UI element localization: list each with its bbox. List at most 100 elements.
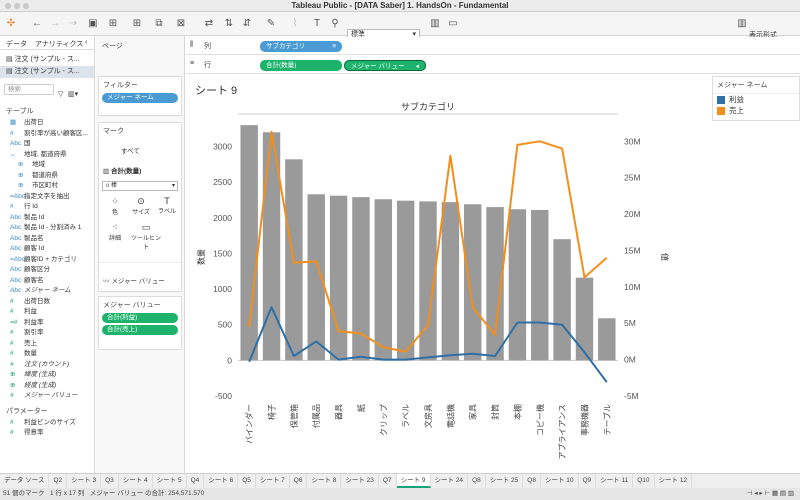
highlight-icon[interactable]: ✎ [266, 18, 276, 29]
color-button[interactable]: ⁘ 色 [103, 196, 127, 216]
parameter-item[interactable]: # 得意率 [0, 428, 94, 439]
field-item[interactable]: ⊕ 市区町村 [0, 181, 94, 192]
sheet-tab[interactable]: Q9 [579, 474, 597, 488]
sheet-tab[interactable]: シート 8 [307, 474, 342, 488]
sheet-tab[interactable]: シート 4 [119, 474, 153, 488]
datasource-item[interactable]: ▤ 注文 (サンプル - ス... [6, 56, 80, 63]
sheet-tab[interactable]: Q7 [379, 474, 397, 488]
field-item[interactable]: ⌄ 地域, 都道府県 [0, 150, 94, 161]
forward-icon[interactable]: → [50, 18, 60, 29]
sort-descending-icon[interactable]: ⇵ [242, 18, 252, 29]
back-icon[interactable]: ← [32, 18, 42, 29]
sheet-tab[interactable]: シート 24 [431, 474, 469, 488]
legend-item-sales[interactable]: 売上 [713, 105, 799, 116]
field-item[interactable]: # 利益 [0, 307, 94, 318]
size-button[interactable]: ⊙ サイズ [129, 196, 153, 216]
datasource-item-selected[interactable]: ▤ 注文 (サンプル - ス... [0, 66, 94, 78]
sheet-tab[interactable]: Q6 [290, 474, 308, 488]
close-window-button[interactable] [5, 3, 11, 9]
field-item[interactable]: # 割引率が高い顧客区... [0, 129, 94, 140]
sheet-tab[interactable]: Q10 [633, 474, 655, 488]
measure-value-pill-sales[interactable]: 合計(売上) [102, 325, 178, 335]
field-item[interactable]: # 出荷日数 [0, 297, 94, 308]
field-item[interactable]: # 行 Id [0, 202, 94, 213]
rows-pill-measure-values[interactable]: メジャー バリュー ◂ [344, 60, 426, 71]
field-item[interactable]: Abc 製品名 [0, 234, 94, 245]
show-me-button[interactable]: 表示形式 [749, 32, 777, 39]
tableau-logo-icon[interactable]: ✣ [6, 18, 16, 29]
label-icon[interactable]: T [313, 18, 321, 29]
marks-all[interactable]: すべて [121, 148, 140, 155]
field-item[interactable]: ⊕ 地域 [0, 160, 94, 171]
field-item[interactable]: Abc 顧客 Id [0, 244, 94, 255]
sheet-tab[interactable]: Q8 [523, 474, 541, 488]
tab-datasource[interactable]: データ ソース [0, 474, 50, 488]
sheet-tab[interactable]: シート 10 [541, 474, 579, 488]
field-item[interactable]: ▦ 出荷日 [0, 118, 94, 129]
minimize-window-button[interactable] [14, 3, 20, 9]
collapse-pane-icon[interactable]: ‹ [85, 39, 88, 46]
tooltip-button[interactable]: ▭ ツールヒント [130, 222, 161, 251]
sheet-tab[interactable]: シート 12 [655, 474, 693, 488]
show-me-icon[interactable]: ▥ [737, 18, 747, 29]
sheet-tab[interactable]: Q4 [187, 474, 205, 488]
sheet-tab[interactable]: シート 11 [596, 474, 634, 488]
redo-icon[interactable]: ⇢ [68, 18, 78, 29]
combo-chart[interactable]: サブカテゴリ -500 0 500 1000 1500 2000 2500 3000 数量 -5M 0… [186, 74, 706, 473]
filter-pill[interactable]: メジャー ネーム [102, 93, 178, 103]
field-item[interactable]: ⊕ 緯度 (生成) [0, 370, 94, 381]
field-item[interactable]: Abc 顧客区分 [0, 265, 94, 276]
swap-rows-columns-icon[interactable]: ⇄ [204, 18, 214, 29]
sort-ascending-icon[interactable]: ⇅ [224, 18, 234, 29]
new-datasource-icon[interactable]: ⊞ [108, 18, 118, 29]
marks-sum[interactable]: ▥ 合計(数量) [103, 168, 142, 175]
rows-shelf[interactable]: ≡ 行 合計(数量) メジャー バリュー ◂ [186, 56, 800, 74]
save-icon[interactable]: ▣ [88, 18, 98, 29]
field-item[interactable]: ⊕ 経度 (生成) [0, 381, 94, 392]
columns-shelf[interactable]: ⫼ 列 サブカテゴリ ≡ [186, 37, 800, 55]
sheet-tab[interactable]: シート 5 [153, 474, 187, 488]
parameter-item[interactable]: # 利益ビンのサイズ [0, 418, 94, 429]
filter-icon[interactable]: ▽ [58, 91, 64, 98]
field-item[interactable]: Abc 顧客名 [0, 276, 94, 287]
legend-item-profit[interactable]: 利益 [713, 94, 799, 105]
clear-sheet-icon[interactable]: ⊠ [176, 18, 186, 29]
field-item[interactable]: =Abc指定文字を抽出 [0, 192, 94, 203]
field-item[interactable]: Abc メジャー ネーム [0, 286, 94, 297]
duplicate-sheet-icon[interactable]: ⧉ [155, 18, 163, 29]
sheet-tab[interactable]: シート 23 [341, 474, 379, 488]
tab-data[interactable]: データ [6, 41, 27, 48]
new-sheet-icon[interactable]: ⊞ [132, 18, 142, 29]
sheet-tab[interactable]: Q5 [238, 474, 256, 488]
zoom-window-button[interactable] [23, 3, 29, 9]
sheet-tab[interactable]: シート 6 [204, 474, 239, 488]
field-item[interactable]: # 注文 (カウント) [0, 360, 94, 371]
group-icon[interactable]: ⌇ [292, 18, 298, 29]
sheet-tab[interactable]: シート 7 [256, 474, 290, 488]
tab-analytics[interactable]: アナリティクス [35, 41, 84, 48]
field-item[interactable]: =# 利益率 [0, 318, 94, 329]
sheet-tab[interactable]: シート 9 [396, 474, 431, 488]
marks-measure-values[interactable]: 〰 メジャー バリュー [99, 262, 181, 285]
field-item[interactable]: Abc 製品 Id [0, 213, 94, 224]
presentation-icon[interactable]: ▭ [448, 18, 458, 29]
sheet-tab[interactable]: Q3 [101, 474, 119, 488]
label-button[interactable]: T ラベル [155, 196, 179, 215]
sheet-tab[interactable]: Q8 [468, 474, 486, 488]
sheet-tab[interactable]: シート 25 [486, 474, 524, 488]
view-options-icon[interactable]: ▥▾ [68, 91, 79, 98]
field-item[interactable]: # 数量 [0, 349, 94, 360]
measure-value-pill-profit[interactable]: 合計(利益) [102, 313, 178, 323]
show-cards-icon[interactable]: ▥ [430, 18, 440, 29]
mark-type-select[interactable]: ıı 棒 ▾ [102, 181, 178, 191]
rows-pill-quantity[interactable]: 合計(数量) [260, 60, 342, 71]
field-item[interactable]: # 割引率 [0, 328, 94, 339]
columns-pill[interactable]: サブカテゴリ ≡ [260, 41, 342, 52]
detail-button[interactable]: ⁖ 詳細 [103, 222, 127, 242]
sheet-nav-icons[interactable]: ⊣ ◂ ▸ ⊢ ▦ ▤ ▥ [746, 490, 794, 497]
sheet-tab[interactable]: Q2 [49, 474, 68, 488]
field-item[interactable]: Abc 製品 Id - 分割済み 1 [0, 223, 94, 234]
field-item[interactable]: # メジャー バリュー [0, 391, 94, 402]
field-item[interactable]: =Abc顧客ID + カテゴリ [0, 255, 94, 266]
field-item[interactable]: ⊕ 都道府県 [0, 171, 94, 182]
